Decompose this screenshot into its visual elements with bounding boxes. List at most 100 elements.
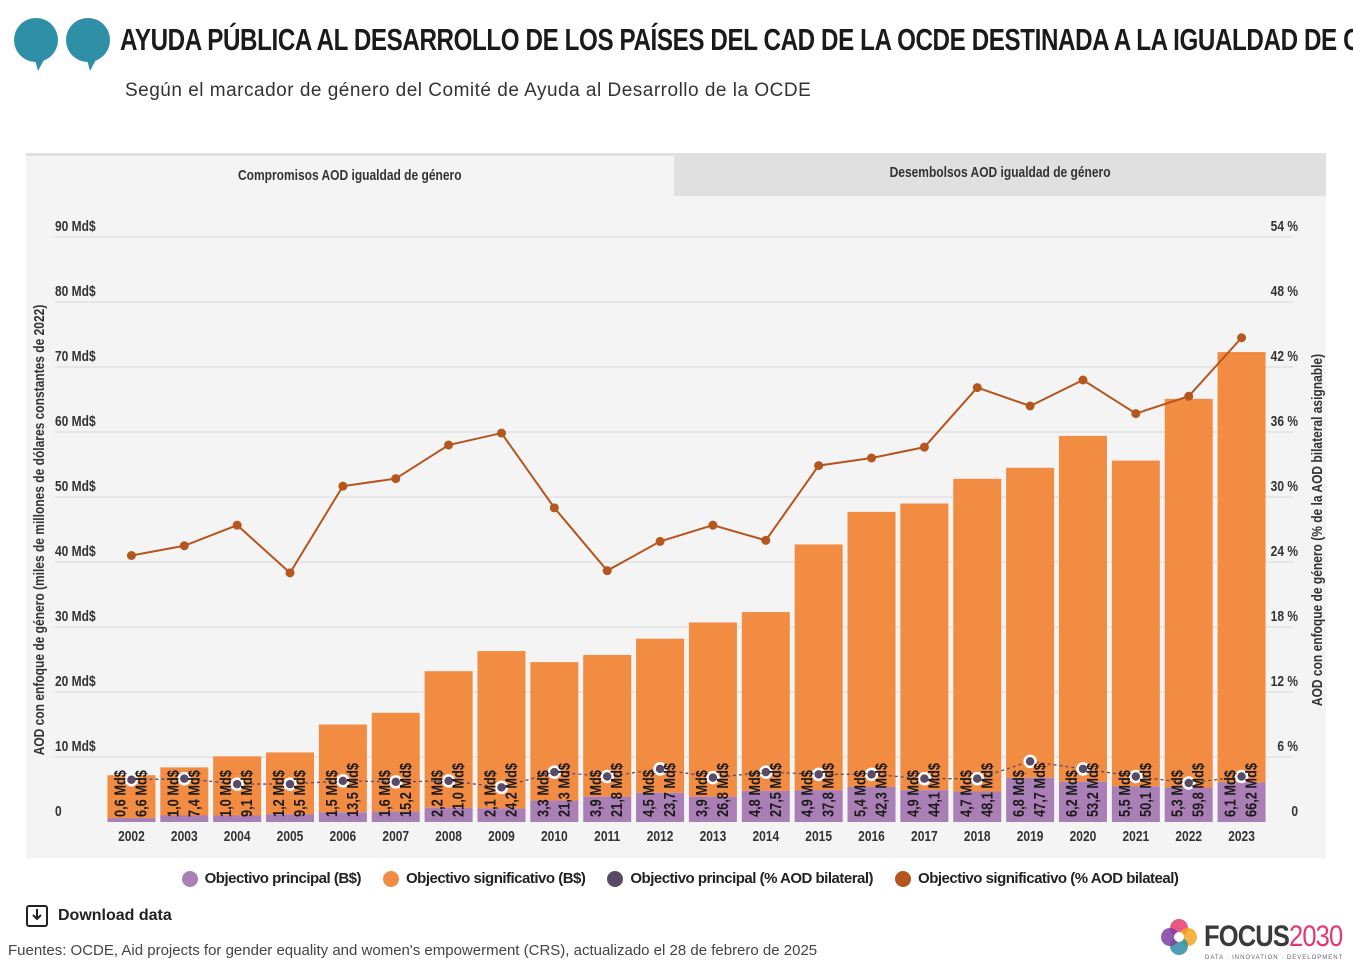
point-principal-pct — [811, 767, 826, 782]
bar-principal — [583, 796, 632, 822]
point-significativo-pct — [761, 535, 771, 545]
bar-principal — [530, 800, 579, 822]
bar-principal — [1058, 781, 1107, 822]
x-tick-label: 2008 — [435, 828, 462, 845]
point-principal-pct — [336, 774, 350, 788]
legend-item-principal-pct[interactable]: Objectivo principal (% AOD bilateral) — [607, 870, 874, 887]
bar-label-significativo: 42,3 Md$ — [873, 763, 891, 817]
bar-label-principal: 3,9 Md$ — [694, 770, 712, 817]
legend-item-principal-bar[interactable]: Objectivo principal (B$) — [181, 870, 362, 887]
y2-tick-label: 18 % — [1271, 608, 1298, 625]
bar-principal — [847, 786, 896, 822]
page-title: AYUDA PÚBLICA AL DESARROLLO DE LOS PAÍSE… — [120, 22, 1353, 57]
legend-item-significativo-pct[interactable]: Objectivo significativo (% AOD bilateal) — [895, 870, 1179, 887]
tab-desembolsos[interactable]: Desembolsos AOD igualdad de género — [674, 153, 1326, 196]
download-icon — [26, 905, 48, 927]
bar-principal — [266, 814, 315, 822]
point-principal-pct — [1076, 762, 1090, 776]
bar-label-significativo: 24,2 Md$ — [503, 763, 521, 817]
point-principal-pct — [864, 767, 879, 782]
bar-principal — [1164, 787, 1213, 822]
bar-label-significativo: 26,8 Md$ — [715, 763, 733, 817]
point-principal-pct — [917, 771, 932, 786]
y-tick-label: 0 — [55, 803, 62, 820]
line-significativo-pct — [131, 337, 1243, 575]
legend-item-significativo-bar[interactable]: Objectivo significativo (B$) — [383, 870, 586, 887]
tab-label: Compromisos AOD igualdad de género — [238, 167, 462, 184]
y2-tick-label: 24 % — [1271, 543, 1298, 560]
quote-logo-icon — [14, 18, 110, 71]
bar-label-principal: 6,1 Md$ — [1222, 770, 1240, 817]
download-data-button[interactable]: Download data — [26, 905, 172, 927]
bar-label-principal: 4,7 Md$ — [958, 770, 976, 817]
x-tick-label: 2004 — [224, 828, 251, 845]
legend-swatch — [895, 870, 912, 887]
point-significativo-pct — [444, 440, 454, 450]
bar-significativo — [688, 622, 737, 797]
point-significativo-pct — [1078, 375, 1088, 385]
point-significativo-pct — [232, 520, 242, 530]
bar-principal — [160, 815, 209, 822]
bar-label-principal: 2,2 Md$ — [429, 770, 447, 817]
y2-tick-label: 48 % — [1271, 283, 1298, 300]
point-significativo-pct — [708, 520, 718, 530]
brand-tagline: DATA · INNOVATION · DEVELOPMENT — [1205, 955, 1344, 961]
bar-significativo — [1058, 435, 1107, 782]
point-significativo-pct — [285, 568, 295, 578]
legend-swatch — [607, 870, 624, 887]
bar-label-principal: 3,9 Md$ — [588, 770, 606, 817]
point-principal-pct — [970, 771, 984, 786]
legend-label: Objectivo principal (% AOD bilateral) — [630, 870, 874, 887]
x-tick-label: 2016 — [858, 828, 885, 845]
point-principal-pct — [600, 769, 614, 784]
point-principal-pct — [124, 773, 139, 787]
y-tick-label: 10 Md$ — [55, 738, 96, 755]
bar-principal — [424, 807, 473, 822]
y-tick-label: 80 Md$ — [55, 283, 96, 300]
bar-label-principal: 0,6 Md$ — [112, 770, 130, 817]
download-label: Download data — [58, 907, 172, 924]
point-principal-pct — [230, 777, 244, 791]
point-significativo-pct — [867, 453, 877, 463]
bar-principal — [794, 790, 843, 822]
legend-swatch — [181, 870, 198, 887]
brand-suffix: 2030 — [1289, 920, 1343, 953]
bar-principal — [953, 791, 1002, 822]
point-principal-pct — [1129, 769, 1143, 784]
point-principal-pct — [547, 765, 562, 779]
point-principal-pct — [1181, 776, 1196, 790]
bar-label-significativo: 15,2 Md$ — [397, 763, 415, 817]
y2-tick-label: 42 % — [1271, 348, 1298, 365]
y-tick-label: 70 Md$ — [55, 348, 96, 365]
bar-label-principal: 5,3 Md$ — [1169, 770, 1187, 817]
bar-label-principal: 4,9 Md$ — [799, 770, 817, 817]
bar-label-principal: 6,2 Md$ — [1064, 770, 1082, 817]
x-tick-label: 2010 — [541, 828, 568, 845]
tab-compromisos[interactable]: Compromisos AOD igualdad de género — [26, 153, 674, 199]
y2-tick-label: 12 % — [1271, 673, 1298, 690]
legend-label: Objectivo significativo (% AOD bilateal) — [918, 870, 1179, 887]
bar-label-principal: 1,0 Md$ — [165, 770, 183, 817]
bar-label-principal: 4,8 Md$ — [747, 770, 765, 817]
bar-principal — [1006, 777, 1055, 822]
bar-principal — [636, 792, 685, 822]
point-principal-pct — [283, 777, 297, 791]
bar-label-principal: 1,5 Md$ — [324, 770, 342, 817]
point-principal-pct — [177, 771, 192, 786]
bar-label-significativo: 9,1 Md$ — [239, 770, 257, 817]
point-significativo-pct — [391, 474, 401, 484]
bar-label-significativo: 50,1 Md$ — [1138, 763, 1156, 817]
point-principal-pct — [1234, 769, 1249, 784]
y-tick-label: 20 Md$ — [55, 673, 96, 690]
bar-label-significativo: 44,1 Md$ — [926, 763, 944, 817]
bar-label-principal: 4,9 Md$ — [905, 770, 923, 817]
bar-principal — [213, 815, 262, 822]
bar-principal — [107, 818, 156, 822]
bar-principal — [900, 790, 949, 822]
x-tick-label: 2019 — [1017, 828, 1044, 845]
y2-axis-label: AOD con enfoque de género (% de la AOD b… — [1309, 354, 1326, 706]
y2-tick-label: 30 % — [1271, 478, 1298, 495]
point-principal-pct — [441, 774, 456, 788]
x-tick-label: 2022 — [1175, 828, 1202, 845]
